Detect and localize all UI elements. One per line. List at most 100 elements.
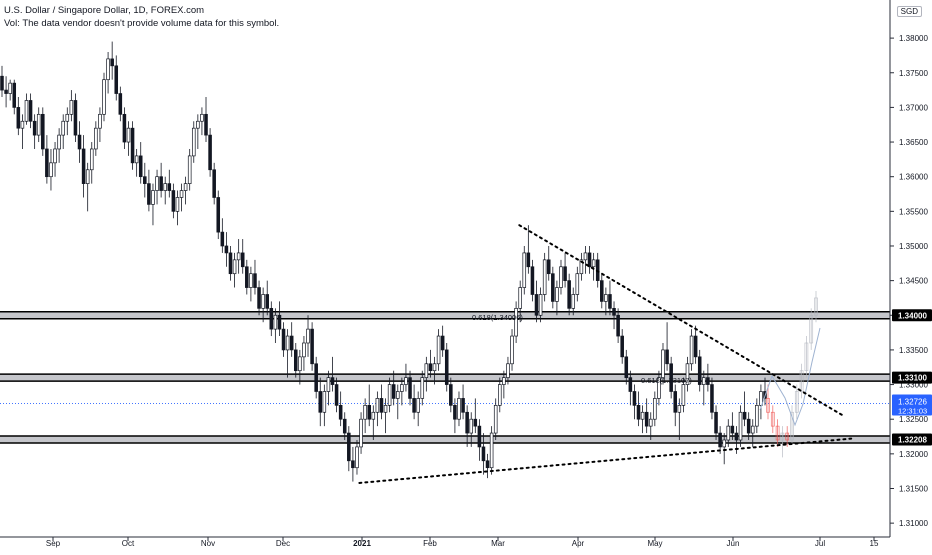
candle-body bbox=[710, 384, 714, 413]
candle-body bbox=[400, 384, 404, 392]
candle-body bbox=[506, 363, 510, 378]
y-tick-label: 1.35500 bbox=[899, 207, 928, 216]
candle-body bbox=[94, 127, 98, 150]
candle-body bbox=[122, 113, 127, 143]
candle-body bbox=[408, 377, 412, 399]
candle-body bbox=[498, 384, 502, 406]
candle-body bbox=[347, 432, 351, 462]
projection-body bbox=[799, 370, 804, 392]
candle-body bbox=[648, 418, 653, 427]
candle-body bbox=[89, 148, 94, 171]
candle-body bbox=[322, 391, 327, 413]
candle-body bbox=[518, 287, 522, 309]
candle-body bbox=[383, 404, 388, 413]
x-tick-label: Jun bbox=[727, 539, 740, 548]
y-tick-label: 1.32000 bbox=[899, 450, 928, 459]
candle-body bbox=[228, 252, 233, 275]
candle-body bbox=[591, 259, 596, 268]
candle-body bbox=[102, 79, 106, 115]
candle-body bbox=[224, 245, 229, 254]
candle-body bbox=[163, 183, 167, 191]
level-price-label-bg bbox=[892, 309, 932, 322]
candle-body bbox=[212, 169, 216, 198]
candle-body bbox=[436, 335, 441, 365]
candle-body bbox=[0, 75, 4, 91]
candle-body bbox=[420, 377, 425, 399]
candle-body bbox=[546, 259, 551, 275]
candle-body bbox=[20, 120, 25, 129]
current-countdown-label: 12:31:03 bbox=[898, 407, 927, 416]
candle-body bbox=[261, 294, 265, 309]
trendlines bbox=[358, 224, 853, 484]
y-tick-label: 1.33500 bbox=[899, 346, 928, 355]
candle-body bbox=[624, 356, 629, 378]
currency-badge[interactable]: SGD bbox=[896, 6, 922, 17]
candle-body bbox=[563, 266, 567, 281]
candle-body bbox=[653, 398, 657, 420]
price-axis[interactable]: 1.38000 1.37500 1.37000 1.36500 1.36000 1.355… bbox=[889, 0, 932, 537]
candle-body bbox=[293, 349, 298, 372]
current-price-label: 1.32726 bbox=[898, 398, 927, 407]
volume-note: Vol: The data vendor doesn't provide vol… bbox=[4, 18, 280, 29]
candle-body bbox=[579, 259, 584, 275]
candle-body bbox=[240, 252, 245, 268]
candle-body bbox=[183, 183, 188, 191]
candle-body bbox=[453, 404, 457, 420]
x-tick-label: Jul bbox=[815, 539, 825, 548]
projection-body bbox=[804, 342, 809, 372]
candle-body bbox=[424, 363, 429, 378]
candle-body bbox=[85, 169, 90, 184]
time-axis[interactable]: Sep Oct Nov Dec 2021 Feb Mar Apr May Jun Jul 15 bbox=[0, 536, 890, 548]
candle-body bbox=[677, 404, 682, 413]
candle-body bbox=[632, 391, 637, 406]
candle-body bbox=[555, 287, 559, 302]
fib-annotation-1: 0.618(1.34006) bbox=[472, 313, 523, 322]
y-tick-label: 1.33000 bbox=[899, 381, 928, 390]
candle-body bbox=[208, 134, 212, 171]
candle-body bbox=[65, 113, 70, 122]
candle-body bbox=[302, 342, 306, 358]
candle-body bbox=[379, 398, 384, 413]
candle-body bbox=[628, 377, 633, 392]
candle-body bbox=[73, 100, 78, 136]
candle-body bbox=[118, 93, 123, 115]
candle-body bbox=[49, 162, 53, 178]
candle-body bbox=[722, 439, 726, 448]
level-price-label-bg bbox=[892, 371, 932, 384]
candle-body bbox=[681, 384, 686, 406]
candle-body bbox=[32, 120, 37, 136]
level-band-3 bbox=[0, 435, 890, 443]
candle-body bbox=[612, 307, 616, 316]
candle-body bbox=[106, 58, 110, 81]
y-tick-label: 1.36000 bbox=[899, 173, 928, 182]
candle-body bbox=[371, 411, 376, 420]
candle-body bbox=[657, 377, 661, 399]
projection-body bbox=[775, 425, 780, 441]
projection-body bbox=[766, 398, 770, 413]
y-tick-label: 1.35000 bbox=[899, 242, 928, 251]
candle-body bbox=[281, 328, 286, 351]
candle-body bbox=[285, 335, 290, 351]
candle-body bbox=[616, 314, 620, 337]
candle-body bbox=[457, 398, 461, 420]
y-tick-label: 1.34500 bbox=[899, 277, 928, 286]
candle-body bbox=[538, 294, 543, 316]
x-tick-label: May bbox=[647, 539, 662, 548]
x-tick-label: Mar bbox=[491, 539, 505, 548]
candle-body bbox=[697, 356, 702, 385]
candle-body bbox=[481, 446, 486, 462]
candle-body bbox=[640, 411, 645, 420]
candle-body bbox=[130, 127, 135, 164]
candle-body bbox=[12, 82, 17, 108]
candle-body bbox=[469, 418, 474, 434]
y-tick-label: 1.38000 bbox=[899, 34, 928, 43]
candle-body bbox=[375, 398, 380, 413]
candle-body bbox=[644, 411, 649, 427]
candle-body bbox=[24, 100, 29, 122]
candle-body bbox=[493, 404, 498, 434]
y-tick-label: 1.31000 bbox=[899, 519, 928, 528]
candle-body bbox=[730, 425, 735, 434]
